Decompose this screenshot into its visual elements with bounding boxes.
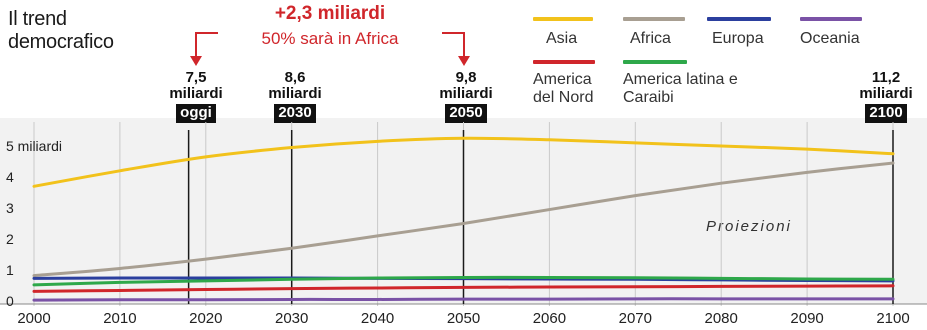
milestone-tag: 2100 [865,104,907,123]
x-tick-label: 2070 [619,310,652,327]
milestone-value: 11,2 [871,69,901,86]
annotation-bracket [195,32,465,58]
y-tick-label: 0 [6,293,14,309]
milestone-value: 8,6 [284,69,306,86]
y-axis-ticks: 0 1 2 3 4 5 miliardi [6,138,62,309]
legend-label-oceania: Oceania [800,30,860,47]
legend-label-america-del-nord: America del Nord [533,71,594,106]
milestone-tag: oggi [176,104,216,123]
milestone-tag: 2050 [445,104,487,123]
x-tick-label: 2010 [103,310,136,327]
milestone-2050: 9,8 miliardi 2050 [426,70,506,123]
legend-label-europa: Europa [712,30,764,47]
milestone-unit: miliardi [169,85,223,102]
legend-label-america-latina: America latina e Caraibi [623,71,738,106]
series-line-america-latina-e-caraibi [32,275,895,287]
milestone-2030: 8,6 miliardi 2030 [255,70,335,123]
x-axis-ticks: 2000 2010 2020 2030 2040 2050 2060 2070 2080 2090… [17,310,909,327]
bracket-left-line [195,32,218,58]
legend-label-africa: Africa [630,30,671,47]
x-tick-label: 2060 [533,310,566,327]
y-tick-label: 1 [6,262,14,278]
legend-swatch-america-latina [623,60,687,64]
series-line-oceania [32,297,895,302]
y-tick-label: 3 [6,200,14,216]
milestone-unit: miliardi [439,85,493,102]
bracket-right-arrowhead [458,56,470,66]
x-tick-label: 2000 [17,310,50,327]
milestone-oggi: 7,5 miliardi oggi [156,70,236,123]
series-line-asia [32,136,895,188]
legend-swatch-europa [707,17,771,21]
x-tick-label: 2090 [790,310,823,327]
chart-title: Il trend democrafico [8,8,114,53]
x-tick-label: 2050 [447,310,480,327]
y-tick-label: 2 [6,231,14,247]
milestone-value: 7,5 [185,69,207,86]
milestone-2100: 11,2 miliardi 2100 [846,70,926,123]
legend-swatch-africa [623,17,685,21]
annotation-subtitle: 50% sarà in Africa [261,29,399,48]
series-line-africa [32,161,895,278]
x-tick-label: 2040 [361,310,394,327]
series-line-america-del-nord [32,284,895,293]
bracket-left-arrowhead [190,56,202,66]
bracket-right-line [442,32,465,58]
x-tick-label: 2030 [275,310,308,327]
series-lines [32,136,895,302]
legend-swatch-asia [533,17,593,21]
milestone-value: 9,8 [455,69,477,86]
legend-swatch-oceania [800,17,862,21]
x-tick-label: 2080 [705,310,738,327]
milestone-unit: miliardi [268,85,322,102]
milestone-tag: 2030 [274,104,316,123]
legend-label-asia: Asia [546,30,578,47]
legend-swatch-america-del-nord [533,60,595,64]
y-tick-label: 5 miliardi [6,138,62,154]
projection-label: Proiezioni [706,218,792,235]
y-tick-label: 4 [6,169,14,185]
x-tick-label: 2020 [189,310,222,327]
annotation-headline: +2,3 miliardi [274,3,386,24]
milestone-unit: miliardi [859,85,913,102]
x-tick-label: 2100 [876,310,909,327]
